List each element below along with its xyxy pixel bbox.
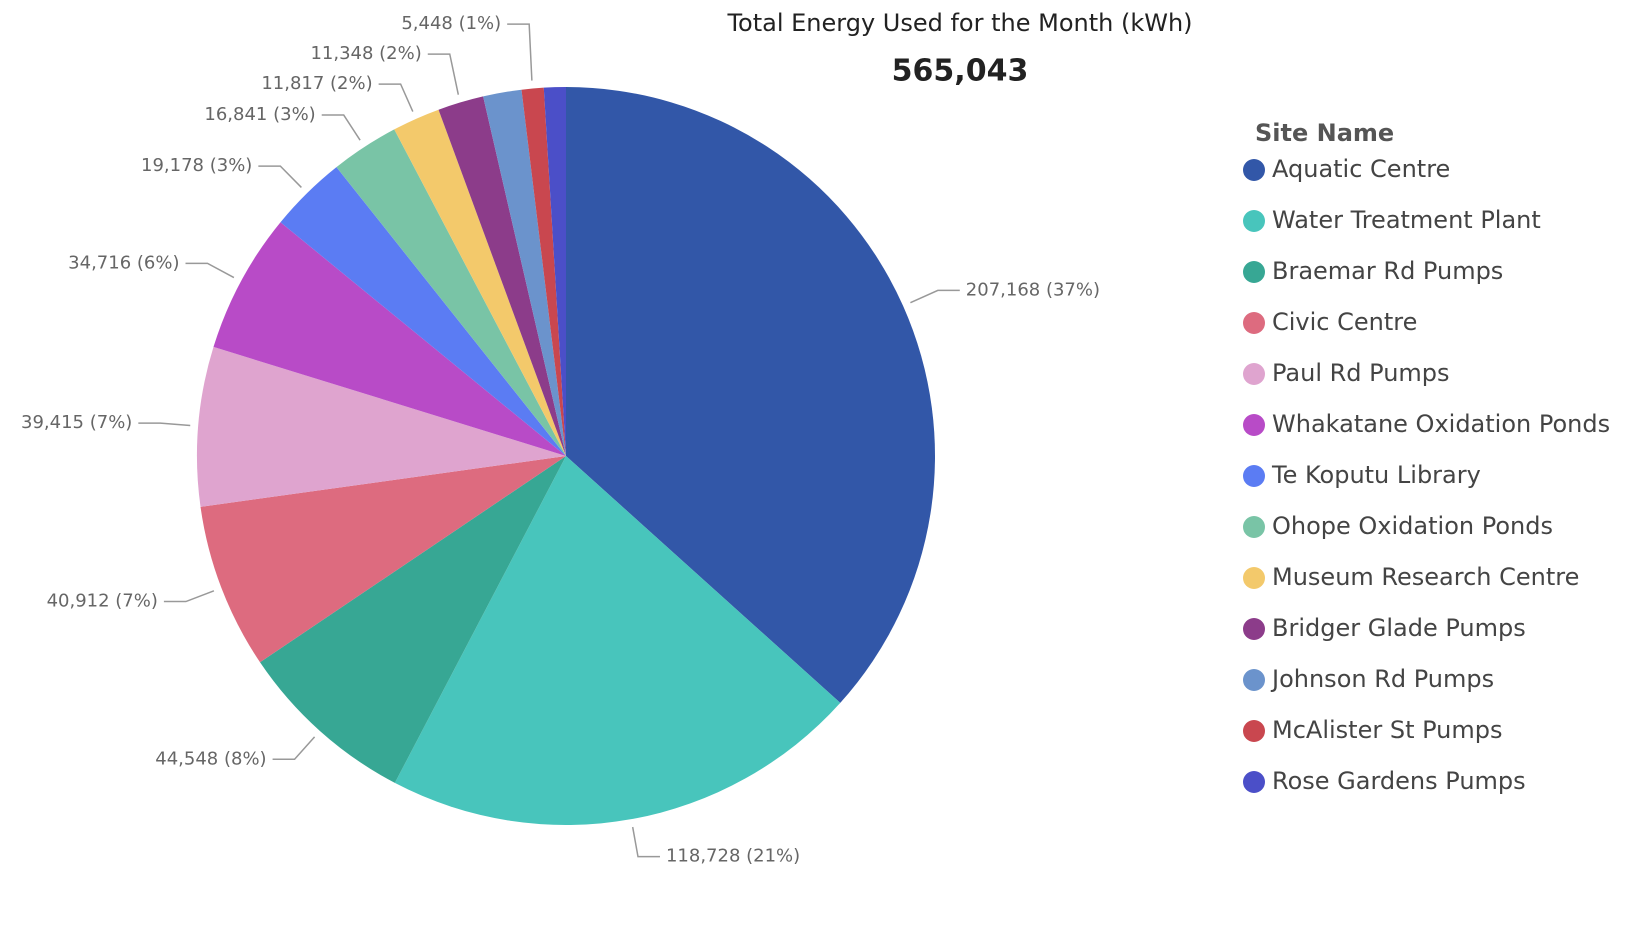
legend-marker xyxy=(1243,567,1265,589)
legend-label: Braemar Rd Pumps xyxy=(1272,257,1503,285)
data-label: 40,912 (7%) xyxy=(47,591,158,612)
pie-slice xyxy=(197,346,567,507)
legend-label: Civic Centre xyxy=(1272,308,1417,336)
chart-title: Total Energy Used for the Month (kWh) xyxy=(726,9,1192,37)
legend-label: Johnson Rd Pumps xyxy=(1270,665,1494,693)
legend-marker xyxy=(1243,363,1265,385)
data-label: 207,168 (37%) xyxy=(966,279,1100,300)
leader-line xyxy=(272,736,316,761)
legend-marker xyxy=(1243,771,1265,793)
legend-title: Site Name xyxy=(1255,119,1394,147)
legend-marker xyxy=(1243,414,1265,436)
data-label: 11,817 (2%) xyxy=(261,73,372,94)
legend-marker xyxy=(1243,465,1265,487)
chart-total: 565,043 xyxy=(892,54,1029,89)
legend-label: Aquatic Centre xyxy=(1272,155,1450,183)
leader-line xyxy=(427,53,460,95)
legend-label: McAlister St Pumps xyxy=(1272,716,1502,744)
legend-label: Whakatane Oxidation Ponds xyxy=(1272,410,1610,438)
leader-line xyxy=(138,422,191,427)
pie-slice xyxy=(213,222,566,456)
data-label: 44,548 (8%) xyxy=(155,748,266,769)
legend-label: Museum Research Centre xyxy=(1272,563,1579,591)
pie-slice xyxy=(521,87,566,457)
legend-marker xyxy=(1243,159,1265,181)
legend-label: Paul Rd Pumps xyxy=(1272,359,1450,387)
legend-label: Rose Gardens Pumps xyxy=(1272,767,1526,795)
legend-label: Ohope Oxidation Ponds xyxy=(1272,512,1553,540)
pie-slice xyxy=(200,456,566,663)
legend-marker xyxy=(1243,210,1265,232)
data-label: 5,448 (1%) xyxy=(401,13,501,34)
data-label: 118,728 (21%) xyxy=(666,846,800,867)
pie-slice xyxy=(260,456,566,783)
legend-marker xyxy=(1243,312,1265,334)
pie-slice xyxy=(566,87,935,703)
legend-marker xyxy=(1243,618,1265,640)
leader-line xyxy=(321,114,361,141)
pie-slice xyxy=(543,87,566,456)
data-label: 39,415 (7%) xyxy=(21,412,132,433)
data-label: 11,348 (2%) xyxy=(310,43,421,64)
leader-line xyxy=(258,165,302,188)
data-label: 16,841 (3%) xyxy=(204,104,315,125)
legend-marker xyxy=(1243,516,1265,538)
legend-label: Te Koputu Library xyxy=(1271,461,1481,489)
leader-line xyxy=(910,289,960,304)
legend-marker xyxy=(1243,261,1265,283)
legend-marker xyxy=(1243,669,1265,691)
leader-line xyxy=(185,262,235,279)
pie-slice xyxy=(280,167,566,456)
data-label: 19,178 (3%) xyxy=(141,155,252,176)
legend-marker xyxy=(1243,720,1265,742)
pie-slice xyxy=(336,129,566,456)
legend-label: Bridger Glade Pumps xyxy=(1272,614,1526,642)
pie-slice xyxy=(483,89,566,456)
pie-slice xyxy=(394,109,566,456)
pie-slice xyxy=(438,96,566,457)
legend-label: Water Treatment Plant xyxy=(1272,206,1541,234)
pie-slice xyxy=(394,456,841,825)
leader-line xyxy=(378,83,414,112)
leader-line xyxy=(507,23,533,81)
leader-line xyxy=(163,590,215,603)
leader-line xyxy=(631,826,660,858)
data-label: 34,716 (6%) xyxy=(68,252,179,273)
